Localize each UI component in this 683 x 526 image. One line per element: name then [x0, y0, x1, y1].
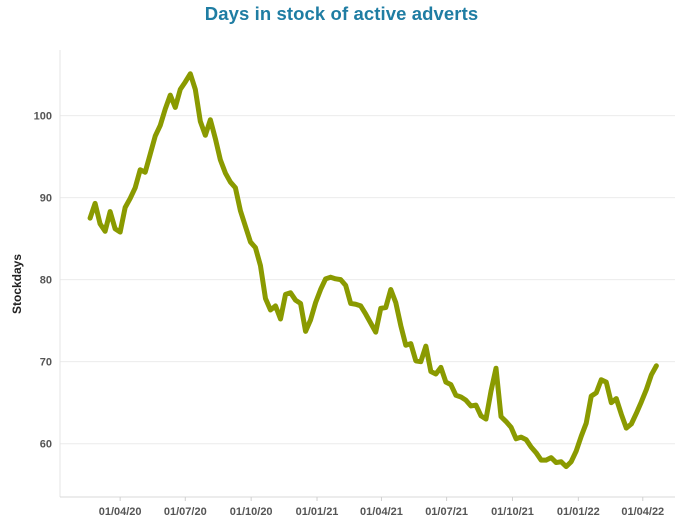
y-tick-label: 70 [40, 357, 52, 369]
y-tick-label: 60 [40, 439, 52, 451]
series-layer [87, 71, 659, 470]
x-tick-label: 01/10/20 [230, 506, 273, 518]
series-line [87, 71, 659, 470]
chart-title: Days in stock of active adverts [204, 3, 479, 24]
x-tick-label: 01/04/22 [621, 506, 664, 518]
x-tick-label: 01/07/20 [164, 506, 207, 518]
x-tick-label: 01/01/22 [557, 506, 600, 518]
x-tick-label: 01/07/21 [425, 506, 468, 518]
axes [59, 50, 675, 498]
y-axis-ticks: 60 70 80 90 100 [34, 111, 52, 451]
y-tick-label: 80 [40, 275, 52, 287]
gridlines [60, 115, 675, 445]
x-axis-ticks: 01/04/20 01/07/20 01/10/20 01/01/21 01/04/21… [99, 497, 664, 518]
y-tick-label: 100 [34, 111, 52, 123]
x-tick-label: 01/04/21 [360, 506, 403, 518]
x-tick-label: 01/04/20 [99, 506, 142, 518]
x-tick-label: 01/01/21 [296, 506, 339, 518]
y-axis-title: Stockdays [10, 254, 24, 314]
y-tick-label: 90 [40, 193, 52, 205]
x-tick-label: 01/10/21 [491, 506, 534, 518]
